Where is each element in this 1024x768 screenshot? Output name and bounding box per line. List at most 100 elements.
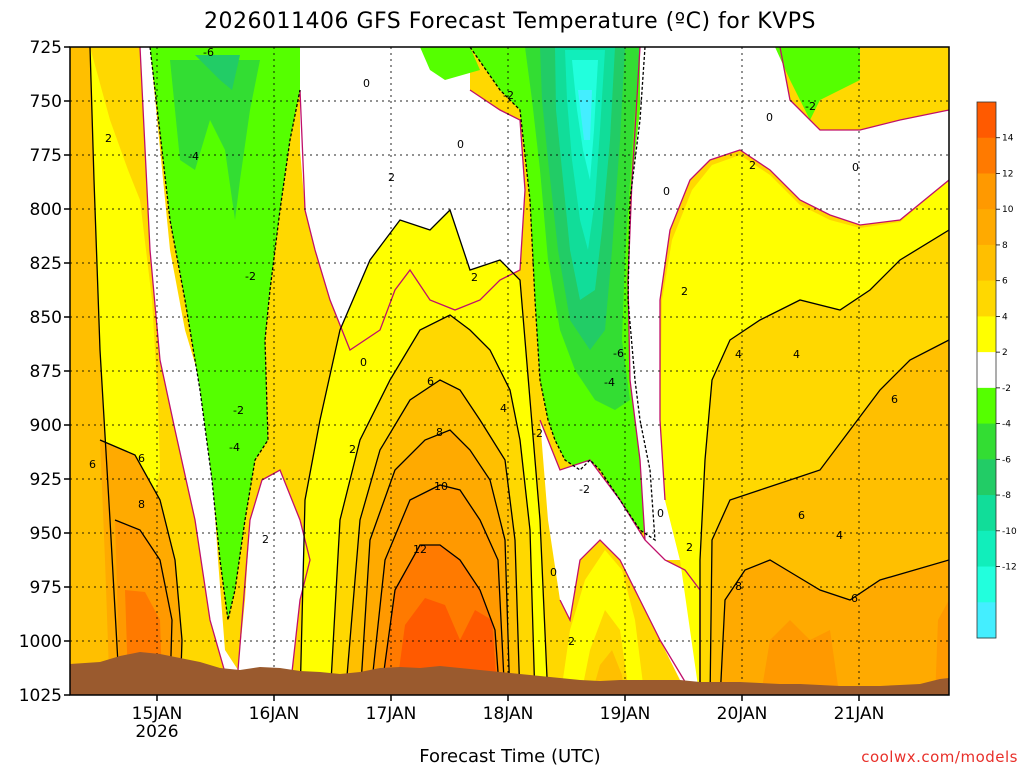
contour-label: -6	[203, 46, 214, 59]
contour-label: 8	[436, 426, 443, 439]
colorbar-swatch	[977, 102, 996, 139]
colorbar-label: -10	[1002, 527, 1017, 537]
contour-label: -2	[805, 100, 816, 113]
colorbar-swatch	[977, 423, 996, 460]
colorbar-swatch	[977, 530, 996, 568]
region-green-left-6	[195, 55, 240, 90]
contour-label: -4	[604, 376, 615, 389]
y-tick-label: 825	[30, 254, 62, 274]
contour-label: 6	[891, 393, 898, 406]
contour-label: 4	[735, 348, 742, 361]
contour-label: 0	[657, 507, 664, 520]
contour-label: -2	[579, 483, 590, 496]
colorbar-label: 2	[1002, 348, 1008, 358]
colorbar-swatch	[977, 352, 996, 389]
contour-label: 6	[89, 458, 96, 471]
y-tick-label: 900	[30, 416, 62, 436]
region-right-edge	[935, 600, 949, 695]
contour-label: -2	[245, 270, 256, 283]
region-white-right	[628, 47, 949, 560]
region-white-left	[140, 47, 310, 690]
contour-label: 2	[262, 533, 269, 546]
contour-label: 12	[413, 543, 427, 556]
y-tick-label: 800	[30, 200, 62, 220]
y-tick-label: 950	[30, 524, 62, 544]
y-axis: 725 750 775 800 825 850 875 900 925 950 975 1000 102…	[19, 38, 70, 706]
region-green-left	[150, 47, 300, 620]
colorbar: 14 12 10 8 6 4 2 -2 -4 -6 -8 -10 -12	[976, 101, 1017, 639]
x-axis-label: Forecast Time (UTC)	[419, 746, 600, 767]
y-tick-label: 775	[30, 146, 62, 166]
colorbar-label: 14	[1002, 134, 1014, 144]
y-tick-label: 925	[30, 470, 62, 490]
colorbar-swatch	[977, 244, 996, 282]
region-green-right	[775, 47, 860, 120]
region-green-left-4	[170, 60, 260, 220]
y-tick-label: 750	[30, 92, 62, 112]
contour-label: 0	[363, 77, 370, 90]
plot-area: 0 0 0 0 0 0 0 0 2 2 2 2 2 2 2 2 2 -2 -2 …	[70, 46, 949, 695]
x-tick-label: 18JAN	[483, 704, 534, 724]
contour-label: 2	[388, 171, 395, 184]
x-year-label: 2026	[135, 722, 178, 742]
contour-label: 2	[105, 132, 112, 145]
contour-label: 4	[793, 348, 800, 361]
colorbar-label: 10	[1002, 205, 1014, 215]
colorbar-swatch	[977, 280, 996, 317]
contour-label: -6	[613, 347, 624, 360]
contour-label: 2	[686, 541, 693, 554]
colorbar-label: 4	[1002, 312, 1008, 322]
x-tick-label: 20JAN	[717, 704, 768, 724]
contour-label: 2	[681, 285, 688, 298]
contour-label: 0	[457, 138, 464, 151]
x-tick-label: 19JAN	[600, 704, 651, 724]
contour-label: 6	[138, 452, 145, 465]
contour-label: 6	[427, 375, 434, 388]
contour-lines	[89, 47, 949, 695]
contour-label: 2	[471, 271, 478, 284]
region-green-center-14	[578, 90, 592, 140]
x-tick-label: 15JAN	[132, 704, 183, 724]
contour-label: 8	[138, 498, 145, 511]
contour-label: -4	[229, 441, 240, 454]
region-white-19jan	[540, 420, 700, 695]
contour-label: 4	[836, 529, 843, 542]
colorbar-label: 8	[1002, 241, 1008, 251]
x-axis: 15JAN 16JAN 17JAN 18JAN 19JAN 20JAN 21JAN	[132, 695, 884, 724]
contour-label: 2	[749, 159, 756, 172]
contour-label: 2	[568, 635, 575, 648]
colorbar-border	[976, 101, 997, 639]
colorbar-label: -4	[1002, 420, 1011, 430]
contour-label: 2	[349, 443, 356, 456]
colorbar-label: -2	[1002, 384, 1011, 394]
colorbar-label: -8	[1002, 491, 1011, 501]
colorbar-label: -6	[1002, 455, 1011, 465]
colorbar-swatch	[977, 316, 996, 353]
contour-label: 4	[500, 402, 507, 415]
colorbar-swatch	[977, 566, 996, 603]
colorbar-label: -12	[1002, 563, 1017, 573]
contour-label: 0	[360, 356, 367, 369]
contour-label: 6	[798, 509, 805, 522]
y-tick-label: 875	[30, 362, 62, 382]
region-right-10	[760, 620, 840, 695]
colorbar-label: 12	[1002, 169, 1013, 179]
contour-label-group: 0 0 0 0 0 0 0 0 2 2 2 2 2 2 2 2 2 -2 -2 …	[89, 46, 898, 648]
terrain	[70, 652, 949, 695]
y-tick-label: 975	[30, 578, 62, 598]
contour-label: 0	[663, 185, 670, 198]
colorbar-swatch	[977, 173, 996, 210]
colorbar-swatch	[977, 137, 996, 174]
contour-label: 10	[434, 480, 448, 493]
credit-label: coolwx.com/models	[861, 748, 1018, 766]
y-tick-label: 725	[30, 38, 62, 58]
colorbar-label: 6	[1002, 277, 1008, 287]
contour-label: -2	[233, 404, 244, 417]
chart-title: 2026011406 GFS Forecast Temperature (ºC)…	[204, 9, 816, 34]
x-tick-label: 16JAN	[249, 704, 300, 724]
colorbar-swatch	[977, 495, 996, 532]
y-tick-label: 1000	[19, 632, 62, 652]
contour-label: 8	[735, 580, 742, 593]
colorbar-swatch	[977, 387, 996, 425]
